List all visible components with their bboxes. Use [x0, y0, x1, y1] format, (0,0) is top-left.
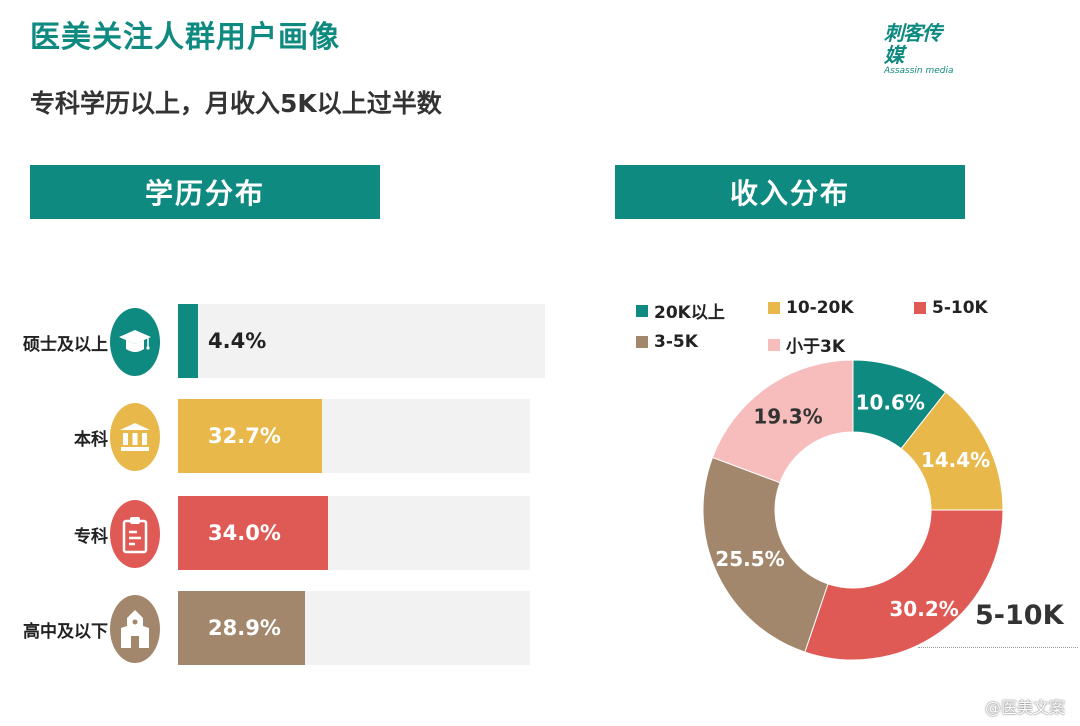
- bar-value: 4.4%: [208, 329, 267, 353]
- page-subtitle: 专科学历以上，月收入5K以上过半数: [30, 89, 442, 118]
- education-row-label: 本科: [74, 429, 108, 450]
- logo-text-cn: 刺客传媒: [884, 21, 942, 67]
- legend-swatch: [768, 302, 780, 314]
- bar-value: 34.0%: [208, 521, 281, 545]
- watermark: @医美文案: [985, 698, 1066, 717]
- legend-label: 5-10K: [932, 298, 988, 318]
- graduation-cap-icon: [110, 308, 160, 376]
- school-house-icon: [110, 595, 160, 663]
- callout-label: 5-10K: [975, 600, 1064, 631]
- income-donut-chart: 10.6% 14.4% 30.2% 25.5% 19.3%: [702, 359, 1004, 661]
- donut-slice: [711, 359, 854, 484]
- brand-logo: 刺客传媒 Assassin media: [884, 21, 954, 76]
- legend-label: 20K以上: [654, 303, 725, 323]
- education-row: 硕士及以上 4.4%: [0, 304, 560, 380]
- clipboard-icon: [110, 500, 160, 568]
- legend-swatch: [636, 304, 648, 317]
- donut-slice: [804, 509, 1004, 661]
- legend-item: 小于3K: [768, 332, 845, 357]
- legend-swatch: [914, 302, 926, 314]
- page-title: 医美关注人群用户画像: [30, 20, 340, 55]
- education-row: 高中及以下 28.9%: [0, 591, 560, 667]
- callout-line: [918, 647, 1078, 648]
- education-row-label: 专科: [74, 526, 108, 547]
- income-heading: 收入分布: [615, 165, 965, 219]
- legend-swatch: [636, 336, 648, 348]
- bar-fill: [178, 591, 305, 665]
- bar-fill: [178, 399, 322, 473]
- donut-slice-label: 25.5%: [715, 547, 784, 571]
- legend-label: 3-5K: [654, 332, 698, 352]
- donut-slice-label: 30.2%: [889, 597, 958, 621]
- legend-item: 10-20K: [768, 298, 854, 318]
- education-row-label: 硕士及以上: [23, 334, 108, 355]
- bar-fill: [178, 304, 198, 378]
- legend-item: 5-10K: [914, 298, 988, 318]
- legend-item: 20K以上: [636, 298, 725, 323]
- education-row-label: 高中及以下: [23, 621, 108, 642]
- legend-label: 10-20K: [786, 298, 854, 318]
- legend-label: 小于3K: [786, 337, 846, 357]
- bar-track: [178, 304, 545, 378]
- donut-slice: [702, 456, 829, 653]
- education-heading: 学历分布: [30, 165, 380, 219]
- university-building-icon: [110, 403, 160, 471]
- logo-text-en: Assassin media: [884, 66, 954, 76]
- bar-fill: [178, 496, 328, 570]
- legend-swatch: [768, 338, 780, 351]
- donut-slice-label: 10.6%: [856, 390, 925, 414]
- legend-item: 3-5K: [636, 332, 698, 352]
- education-row: 专科 34.0%: [0, 496, 560, 572]
- education-row: 本科 32.7%: [0, 399, 560, 475]
- bar-value: 32.7%: [208, 424, 281, 448]
- bar-value: 28.9%: [208, 616, 281, 640]
- donut-slice-label: 14.4%: [921, 448, 990, 472]
- donut-slice-label: 19.3%: [753, 404, 822, 428]
